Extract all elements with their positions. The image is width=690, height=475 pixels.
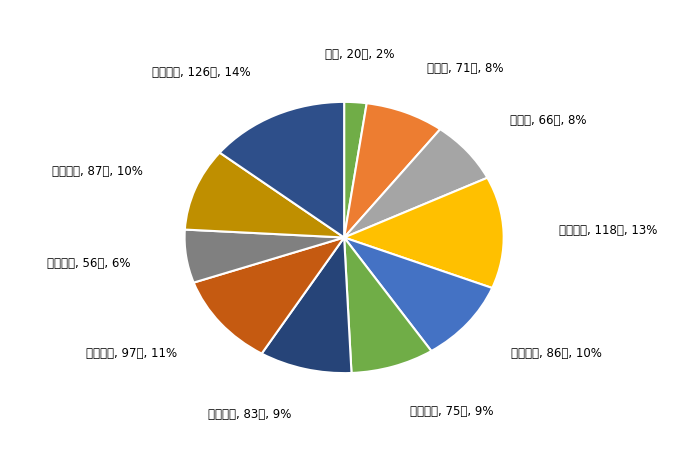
Wedge shape	[194, 238, 344, 353]
Text: １０歳～, 118人, 13%: １０歳～, 118人, 13%	[560, 224, 658, 237]
Wedge shape	[344, 178, 504, 288]
Wedge shape	[185, 229, 344, 283]
Text: ８０歳～, 126人, 14%: ８０歳～, 126人, 14%	[152, 66, 251, 79]
Text: ５歳～, 66人, 8%: ５歳～, 66人, 8%	[510, 114, 586, 127]
Wedge shape	[185, 152, 344, 238]
Text: ７０歳～, 87人, 10%: ７０歳～, 87人, 10%	[52, 165, 143, 178]
Text: ０歳, 20人, 2%: ０歳, 20人, 2%	[325, 48, 394, 61]
Text: １歳～, 71人, 8%: １歳～, 71人, 8%	[427, 62, 503, 75]
Wedge shape	[344, 102, 366, 238]
Wedge shape	[344, 129, 487, 238]
Text: ２０歳～, 86人, 10%: ２０歳～, 86人, 10%	[511, 347, 602, 360]
Wedge shape	[344, 103, 440, 238]
Text: ５０歳～, 97人, 11%: ５０歳～, 97人, 11%	[86, 347, 177, 360]
Wedge shape	[344, 238, 492, 351]
Text: ３０歳～, 75人, 9%: ３０歳～, 75人, 9%	[411, 405, 494, 418]
Text: ６０歳～, 56人, 6%: ６０歳～, 56人, 6%	[48, 256, 131, 270]
Wedge shape	[262, 238, 351, 373]
Text: ４０歳～, 83人, 9%: ４０歳～, 83人, 9%	[208, 408, 291, 421]
Wedge shape	[344, 238, 431, 373]
Wedge shape	[219, 102, 344, 238]
